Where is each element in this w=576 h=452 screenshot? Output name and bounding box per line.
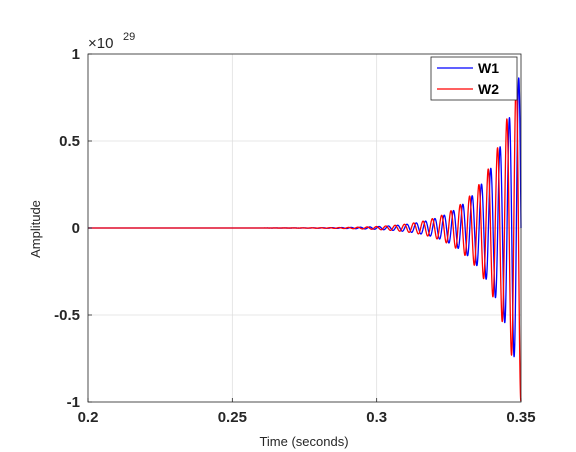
y-exponent: ×10 29 xyxy=(88,31,135,52)
y-axis-label: Amplitude xyxy=(28,200,43,258)
series-group xyxy=(87,77,522,402)
legend: W1 W2 xyxy=(430,56,518,101)
x-tick-label: 0.3 xyxy=(366,409,387,426)
y-exponent-power: 29 xyxy=(123,31,135,43)
x-axis-label: Time (seconds) xyxy=(259,434,348,449)
y-tick-label: 0.5 xyxy=(59,133,80,150)
y-exponent-base: ×10 xyxy=(88,35,113,52)
x-tick-label: 0.35 xyxy=(506,409,535,426)
legend-label-w2: W2 xyxy=(478,81,499,97)
ticks xyxy=(87,53,522,403)
tick-labels: 0.2 0.25 0.3 0.35 1 0.5 0 -0.5 -1 xyxy=(54,46,535,426)
y-tick-label: -0.5 xyxy=(54,307,80,324)
legend-label-w1: W1 xyxy=(478,60,499,76)
y-tick-label: 0 xyxy=(72,220,80,237)
legend-box xyxy=(430,56,518,101)
y-tick-label: 1 xyxy=(72,46,80,63)
y-tick-label: -1 xyxy=(67,394,80,411)
x-tick-label: 0.2 xyxy=(78,409,99,426)
series-line-w2 xyxy=(87,79,522,402)
x-tick-label: 0.25 xyxy=(218,409,247,426)
